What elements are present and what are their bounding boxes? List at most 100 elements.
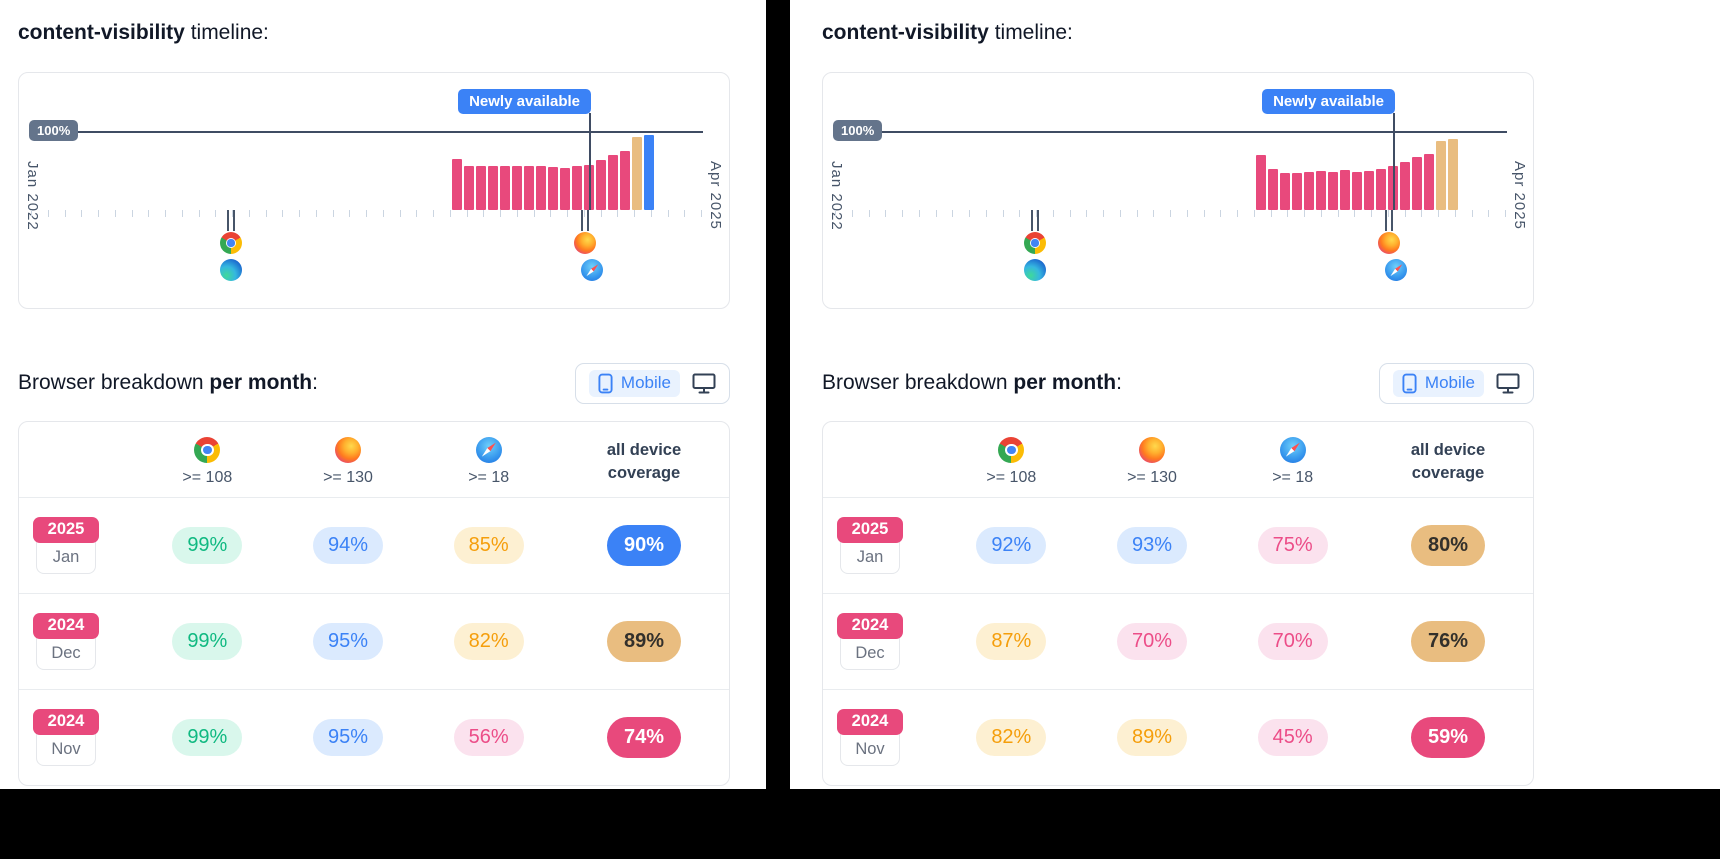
timeline-chart: 100% Jan 2022 Apr 2025 Newly available — [823, 73, 1533, 308]
timeline-bar — [632, 137, 642, 210]
month-label: Jan — [36, 540, 96, 574]
firefox-support-pill: 94% — [312, 527, 383, 564]
timeline-bar — [548, 167, 558, 210]
support-cell: 82% — [418, 623, 559, 660]
y-axis-max-badge: 100% — [833, 120, 883, 141]
mobile-toggle-label: Mobile — [620, 373, 671, 392]
mobile-phone-icon — [1402, 373, 1417, 393]
firefox-support-pill: 95% — [312, 719, 383, 756]
table-header: >= 108 >= 130 >= 18 all device coverage — [19, 422, 729, 497]
timeline-bar — [464, 166, 474, 210]
support-cell: 75% — [1222, 527, 1363, 564]
year-badge: 2024 — [837, 709, 903, 735]
safari-column-header: >= 18 — [1222, 437, 1363, 487]
timeline-bar — [1304, 172, 1314, 210]
hundred-percent-line — [835, 131, 1507, 133]
mobile-toggle[interactable]: Mobile — [588, 369, 680, 397]
month-label: Dec — [36, 636, 96, 670]
chrome-icon — [1024, 232, 1046, 254]
chrome-column-header: >= 108 — [941, 437, 1082, 487]
month-chip: 2024 Dec — [33, 613, 99, 670]
coverage-pill: 59% — [1410, 717, 1486, 758]
left-panel: content-visibility timeline: 100% Jan 20… — [0, 0, 766, 789]
support-cell: 94% — [278, 527, 419, 564]
chrome-version: >= 108 — [182, 469, 233, 486]
breakdown-header-row: Browser breakdown per month: Mobile — [18, 362, 730, 404]
support-cell: 45% — [1222, 719, 1363, 756]
timeline-bar — [644, 135, 654, 210]
safari-icon — [1385, 259, 1407, 281]
support-cell: 99% — [137, 527, 278, 564]
month-label: Nov — [840, 732, 900, 766]
y-axis-max-badge: 100% — [29, 120, 79, 141]
timeline-bar — [1328, 172, 1338, 210]
safari-column-header: >= 18 — [418, 437, 559, 487]
year-badge: 2024 — [837, 613, 903, 639]
breakdown-heading: Browser breakdown per month: — [18, 371, 318, 395]
breakdown-header-row: Browser breakdown per month: Mobile — [822, 362, 1534, 404]
firefox-column-header: >= 130 — [1082, 437, 1223, 487]
table-row: 2024 Dec 87% 70% 70% 76% — [823, 593, 1533, 689]
safari-version: >= 18 — [468, 469, 510, 486]
safari-icon — [475, 437, 502, 463]
timeline-bar — [1400, 162, 1410, 210]
safari-icon — [581, 259, 603, 281]
coverage-column-header: all device coverage — [1363, 439, 1533, 485]
table-row: 2025 Jan 92% 93% 75% 80% — [823, 497, 1533, 593]
firefox-support-pill: 89% — [1116, 719, 1187, 756]
breakdown-table: >= 108 >= 130 >= 18 all device coverage … — [18, 421, 730, 786]
chrome-icon — [998, 437, 1025, 463]
device-toggle[interactable]: Mobile — [1378, 362, 1534, 404]
month-chip: 2025 Jan — [33, 517, 99, 574]
firefox-icon — [334, 437, 361, 463]
panel-divider — [766, 0, 790, 789]
desktop-monitor-icon[interactable] — [1496, 373, 1520, 394]
timeline-bar — [1268, 169, 1278, 210]
support-cell: 89% — [1082, 719, 1223, 756]
timeline-bar — [596, 160, 606, 210]
feature-name: content-visibility — [18, 21, 185, 44]
timeline-bar — [608, 155, 618, 210]
month-chip: 2025 Jan — [837, 517, 903, 574]
firefox-icon — [1138, 437, 1165, 463]
x-axis-start-label: Jan 2022 — [828, 161, 845, 231]
timeline-bar — [1280, 173, 1290, 210]
chrome-support-pill: 87% — [976, 623, 1047, 660]
timeline-bar — [1364, 171, 1374, 210]
table-row: 2024 Dec 99% 95% 82% 89% — [19, 593, 729, 689]
mobile-toggle-label: Mobile — [1424, 373, 1475, 392]
desktop-monitor-icon[interactable] — [692, 373, 716, 394]
chrome-support-pill: 99% — [172, 719, 243, 756]
year-badge: 2024 — [33, 709, 99, 735]
timeline-bar — [1292, 173, 1302, 210]
timeline-bar — [572, 166, 582, 210]
device-toggle[interactable]: Mobile — [574, 362, 730, 404]
timeline-bar — [452, 159, 462, 210]
table-row: 2025 Jan 99% 94% 85% 90% — [19, 497, 729, 593]
safari-support-pill: 56% — [453, 719, 524, 756]
coverage-cell: 80% — [1363, 525, 1533, 566]
month-label: Dec — [840, 636, 900, 670]
chrome-support-pill: 82% — [976, 719, 1047, 756]
year-badge: 2025 — [837, 517, 903, 543]
timeline-bar — [488, 166, 498, 210]
table-header: >= 108 >= 130 >= 18 all device coverage — [823, 422, 1533, 497]
hundred-percent-line — [31, 131, 703, 133]
month-label: Nov — [36, 732, 96, 766]
coverage-pill: 90% — [606, 525, 682, 566]
support-cell: 95% — [278, 719, 419, 756]
timeline-bar — [500, 166, 510, 210]
chrome-support-pill: 99% — [172, 623, 243, 660]
timeline-bar — [1376, 169, 1386, 210]
page-title: content-visibility timeline: — [822, 18, 1534, 48]
firefox-column-header: >= 130 — [278, 437, 419, 487]
timeline-bar — [1340, 170, 1350, 210]
timeline-bar — [1436, 141, 1446, 210]
support-cell: 95% — [278, 623, 419, 660]
timeline-bar — [620, 151, 630, 210]
mobile-toggle[interactable]: Mobile — [1392, 369, 1484, 397]
chrome-icon — [194, 437, 221, 463]
heading-suffix: : — [312, 371, 318, 394]
timeline-bar — [1256, 155, 1266, 210]
timeline-bar — [524, 166, 534, 210]
